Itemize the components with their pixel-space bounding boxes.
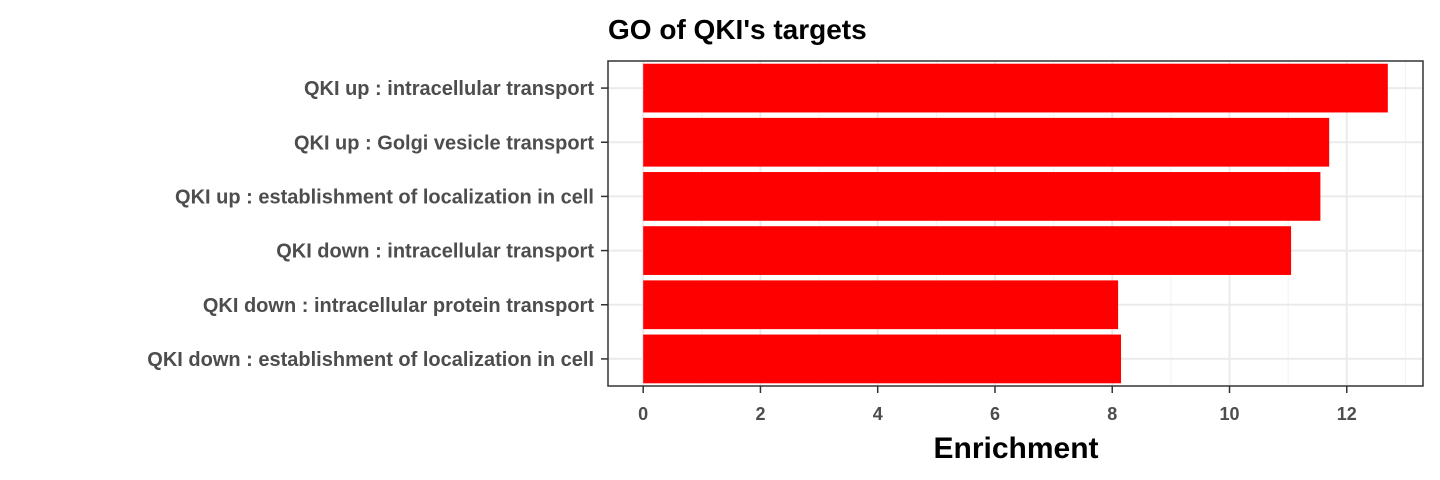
y-tick-label: QKI up : intracellular transport (304, 78, 594, 100)
bar (643, 172, 1321, 221)
x-axis: 0 2 4 6 8 10 12 (638, 386, 1357, 424)
bar (643, 63, 1388, 113)
chart-title: GO of QKI's targets (608, 14, 867, 45)
y-axis: QKI up : intracellular transport QKI up :… (147, 78, 608, 371)
bars (643, 63, 1388, 384)
minor-gridlines (701, 61, 1406, 386)
x-tick-label: 4 (873, 404, 883, 424)
x-tick-label: 8 (1107, 404, 1117, 424)
y-tick-label: QKI up : establishment of localization i… (175, 186, 594, 208)
panel-background (608, 61, 1423, 386)
x-tick-label: 10 (1219, 404, 1239, 424)
panel-border (607, 60, 1424, 387)
bar (643, 280, 1119, 330)
y-tick-label: QKI down : intracellular transport (276, 241, 594, 263)
bar (643, 117, 1330, 167)
x-tick-label: 0 (638, 404, 648, 424)
x-tick-label: 12 (1337, 404, 1357, 424)
bar (643, 334, 1122, 384)
plot-panel (607, 60, 1424, 387)
y-tick-label: QKI up : Golgi vesicle transport (294, 132, 594, 154)
y-tick-label: QKI down : establishment of localization… (147, 349, 594, 371)
bar (643, 226, 1292, 275)
x-tick-label: 6 (990, 404, 1000, 424)
x-tick-label: 2 (755, 404, 765, 424)
y-tick-label: QKI down : intracellular protein transpo… (203, 295, 594, 317)
x-axis-title: Enrichment (933, 432, 1098, 465)
